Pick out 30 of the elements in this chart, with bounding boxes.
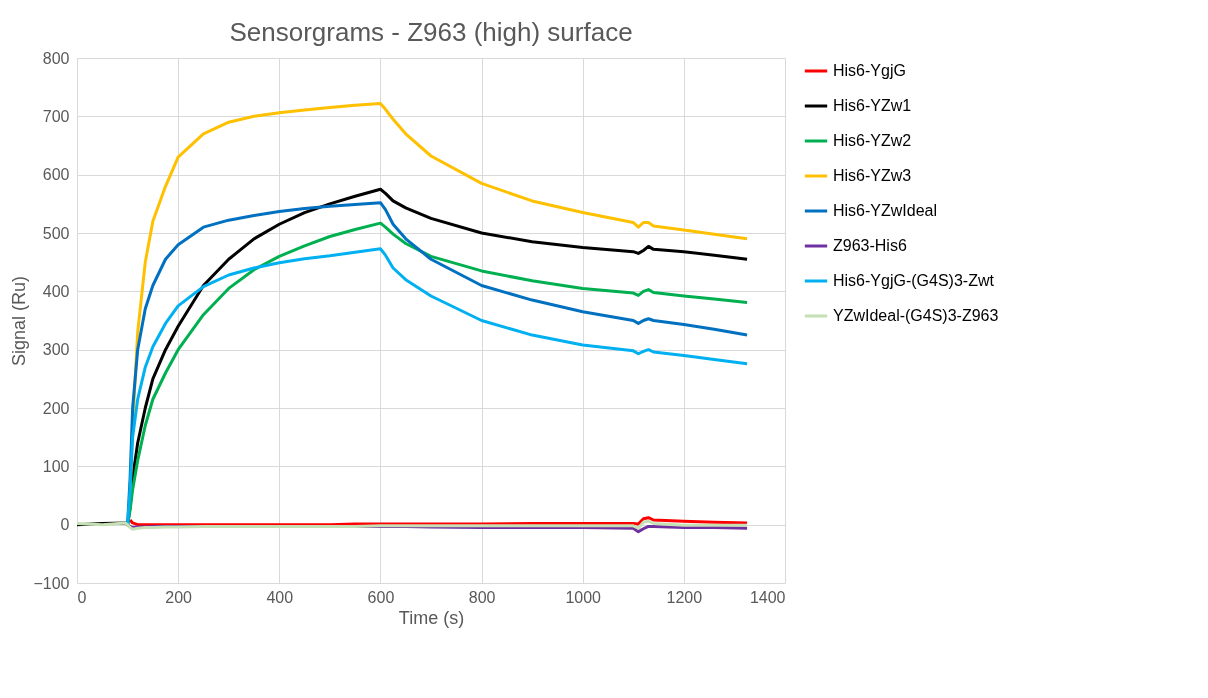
legend-label: His6-YgjG bbox=[833, 62, 906, 79]
x-tick-label: 1000 bbox=[565, 588, 602, 606]
y-tick-label: 0 bbox=[60, 516, 70, 534]
y-tick-label: 800 bbox=[42, 49, 70, 67]
y-tick-label: 400 bbox=[42, 282, 70, 300]
x-axis-title: Time (s) bbox=[398, 607, 465, 628]
legend-label: Z963-His6 bbox=[833, 237, 907, 254]
y-tick-label: 700 bbox=[42, 107, 70, 125]
legend-label: His6-YZwIdeal bbox=[833, 202, 938, 219]
y-axis-title: Signal (Ru) bbox=[9, 275, 30, 367]
x-tick-label: 1200 bbox=[666, 588, 703, 606]
chart-title: Sensorgrams - Z963 (high) surface bbox=[229, 17, 633, 47]
x-tick-label: 400 bbox=[266, 588, 294, 606]
legend-label: His6-YZw3 bbox=[833, 167, 912, 184]
y-tick-label: 200 bbox=[42, 399, 70, 417]
x-tick-label: 0 bbox=[77, 588, 87, 606]
x-tick-label: 200 bbox=[165, 588, 193, 606]
y-tick-label: 100 bbox=[42, 457, 70, 475]
y-tick-label: −100 bbox=[33, 574, 70, 592]
y-tick-label: 300 bbox=[42, 341, 70, 359]
x-tick-label: 1400 bbox=[749, 588, 786, 606]
y-tick-label: 600 bbox=[42, 166, 70, 184]
x-tick-label: 800 bbox=[468, 588, 496, 606]
legend-label: His6-YgjG-(G4S)3-Zwt bbox=[833, 272, 995, 289]
legend-label: YZwIdeal-(G4S)3-Z963 bbox=[833, 307, 999, 324]
legend-label: His6-YZw2 bbox=[833, 132, 912, 149]
line-series bbox=[75, 519, 749, 531]
y-tick-label: 500 bbox=[42, 224, 70, 242]
legend-label: His6-YZw1 bbox=[833, 97, 912, 114]
x-tick-label: 600 bbox=[367, 588, 395, 606]
